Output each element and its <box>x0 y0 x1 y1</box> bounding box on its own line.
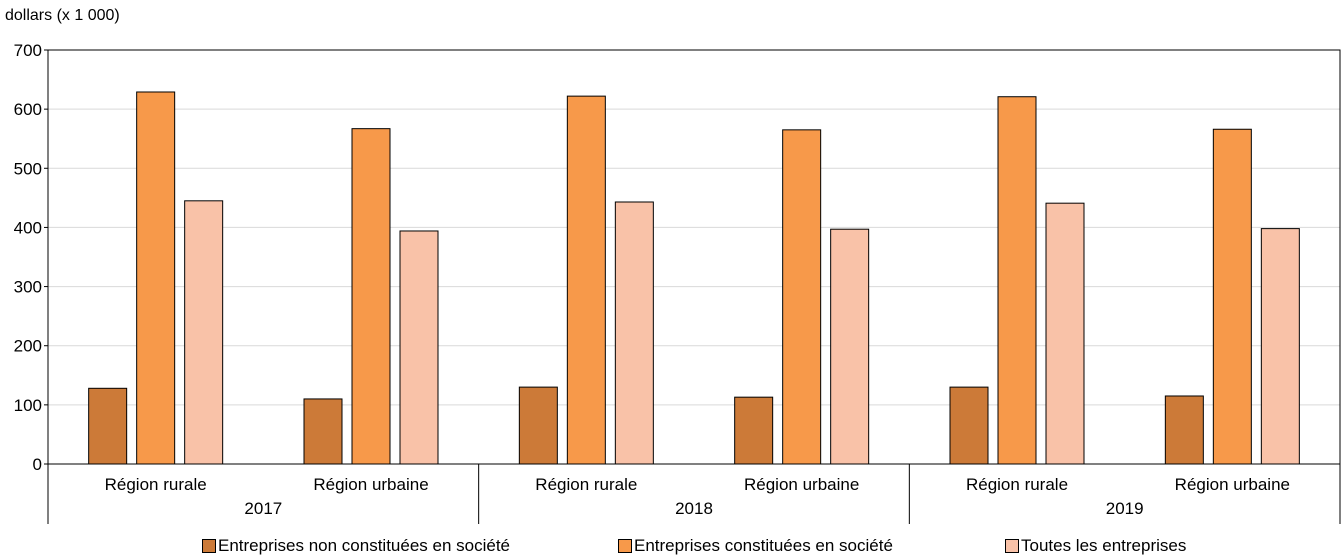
bar <box>782 129 822 465</box>
bar-chart: 0 100 200 300 400 500 600 700 2017 Région rurale R… <box>14 41 1341 524</box>
year-label: 2019 <box>1106 499 1144 518</box>
bar <box>184 200 224 465</box>
legend-item-non-incorporated: Entreprises non constituées en société <box>202 536 510 556</box>
y-tick-label: 700 <box>14 41 42 60</box>
year-label: 2017 <box>244 499 282 518</box>
bar <box>518 386 558 465</box>
legend-swatch <box>202 539 216 553</box>
legend: Entreprises non constituées en société E… <box>0 536 1344 558</box>
grid-lines <box>48 108 1340 406</box>
bar <box>303 398 343 465</box>
legend-label: Toutes les entreprises <box>1021 536 1187 555</box>
y-axis-title: dollars (x 1 000) <box>5 7 120 24</box>
bar <box>997 96 1037 465</box>
category-label: Région rurale <box>105 475 207 494</box>
year-label: 2018 <box>675 499 713 518</box>
y-tick-label: 400 <box>14 218 42 237</box>
legend-label: Entreprises constituées en société <box>634 536 893 555</box>
y-tick-label: 100 <box>14 396 42 415</box>
y-tick-label: 600 <box>14 100 42 119</box>
bar <box>351 128 391 465</box>
bar <box>1260 228 1300 465</box>
bar <box>566 95 606 465</box>
bar <box>88 387 128 465</box>
legend-item-all: Toutes les entreprises <box>1005 536 1186 556</box>
y-tick-label: 500 <box>14 159 42 178</box>
category-label: Région urbaine <box>1175 475 1290 494</box>
legend-swatch <box>1005 539 1019 553</box>
bar <box>734 396 774 465</box>
legend-swatch <box>618 539 632 553</box>
axis-labels: 0 100 200 300 400 500 600 700 2017 Région rurale R… <box>14 41 1290 518</box>
bar <box>1212 128 1252 465</box>
legend-item-incorporated: Entreprises constituées en société <box>618 536 893 556</box>
legend-label: Entreprises non constituées en société <box>218 536 511 555</box>
bar <box>949 386 989 465</box>
y-tick-label: 300 <box>14 278 42 297</box>
plot-frame <box>47 49 1341 465</box>
bar <box>1164 395 1204 465</box>
y-tick-label: 200 <box>14 337 42 356</box>
bar <box>136 91 176 465</box>
category-label: Région rurale <box>966 475 1068 494</box>
bar <box>614 201 654 465</box>
bar <box>399 230 439 465</box>
bar <box>1045 202 1085 465</box>
category-label: Région urbaine <box>744 475 859 494</box>
axes <box>44 49 1341 524</box>
category-label: Région rurale <box>535 475 637 494</box>
bars <box>88 91 1300 465</box>
bar <box>830 228 870 465</box>
category-label: Région urbaine <box>313 475 428 494</box>
y-tick-label: 0 <box>33 455 42 474</box>
